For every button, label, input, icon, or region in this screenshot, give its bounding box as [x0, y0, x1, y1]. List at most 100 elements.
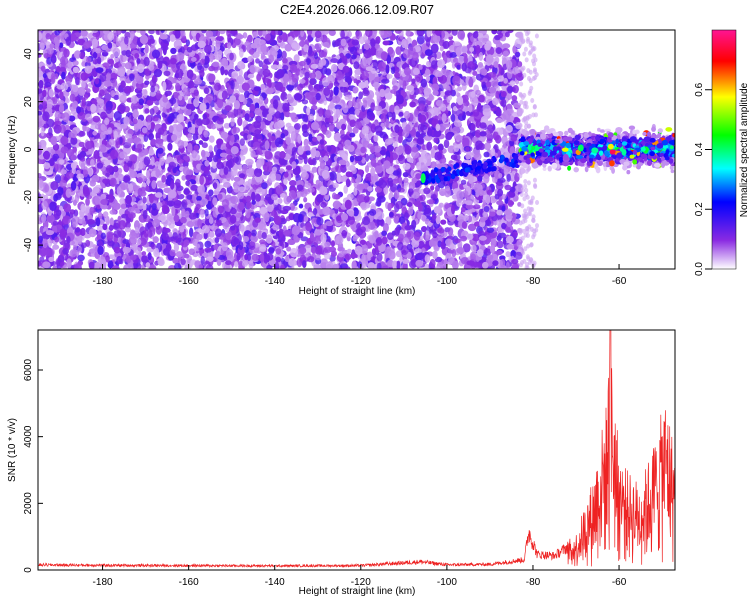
heatmap-cell	[477, 102, 482, 112]
heatmap-cell	[200, 30, 207, 34]
heatmap-cell	[168, 265, 176, 269]
heatmap-cell	[447, 227, 454, 236]
heatmap-cell	[77, 254, 85, 262]
heatmap-cell	[95, 142, 101, 148]
heatmap-cell	[57, 99, 65, 105]
heatmap-cell	[67, 61, 74, 69]
heatmap-cell	[280, 91, 288, 102]
heatmap-cell	[496, 235, 502, 242]
heatmap-cell	[396, 260, 401, 269]
heatmap-cell	[370, 203, 377, 211]
heatmap-cell	[212, 154, 219, 163]
heatmap-cell	[279, 41, 286, 49]
heatmap-cell	[430, 185, 435, 191]
heatmap-cell	[332, 200, 342, 210]
heatmap-cell	[373, 134, 379, 142]
heatmap-cell	[308, 133, 313, 142]
heatmap-cell	[192, 133, 199, 141]
heatmap-cell	[369, 145, 375, 154]
heatmap-cell	[189, 227, 194, 238]
heatmap-cell	[443, 139, 450, 149]
heatmap-cell	[409, 101, 416, 108]
heatmap-cell	[145, 262, 151, 268]
heatmap-cell	[491, 30, 498, 35]
heatmap-cell	[136, 173, 144, 179]
heatmap-cell	[471, 233, 480, 242]
heatmap-cell	[475, 44, 481, 55]
heatmap-cell	[73, 209, 79, 217]
heatmap-cell	[79, 52, 85, 60]
heatmap-cell	[318, 156, 324, 162]
heatmap-cell	[440, 219, 447, 225]
heatmap-cell	[423, 263, 431, 269]
figure-title: C2E4.2026.066.12.09.R07	[280, 2, 434, 17]
heatmap-cell	[119, 54, 124, 63]
heatmap-cell	[205, 30, 214, 38]
heatmap-cell	[251, 191, 256, 202]
heatmap-cell	[354, 109, 361, 116]
heatmap-cell	[145, 170, 150, 179]
heatmap-cell	[208, 231, 215, 238]
heatmap-cell	[96, 225, 104, 232]
heatmap-cell	[95, 105, 101, 114]
heatmap-cell	[38, 79, 44, 89]
heatmap-cell	[261, 30, 267, 37]
heatmap-cell	[388, 211, 394, 218]
heatmap-cell	[504, 31, 510, 38]
heatmap-cell	[311, 97, 318, 106]
heatmap-cell	[267, 205, 274, 213]
heatmap-cell	[190, 56, 197, 62]
heatmap-cell	[210, 36, 216, 42]
heatmap-cell	[150, 156, 155, 166]
heatmap-cell	[212, 94, 218, 103]
heatmap-cell	[74, 227, 81, 233]
heatmap-cell	[425, 38, 431, 48]
heatmap-cell	[426, 30, 432, 38]
heatmap-cell	[370, 123, 376, 134]
heatmap-cell	[88, 261, 95, 269]
heatmap-cell	[117, 173, 125, 182]
heatmap-cell	[39, 256, 45, 263]
heatmap-cell	[359, 201, 367, 209]
heatmap-cell	[216, 161, 224, 170]
heatmap-cell	[496, 240, 504, 249]
heatmap-cell	[457, 55, 466, 65]
heatmap-cell	[337, 246, 345, 252]
heatmap-cell	[361, 71, 370, 80]
heatmap-cell	[325, 264, 333, 269]
heatmap-cell	[85, 56, 92, 64]
heatmap-cell	[398, 111, 404, 117]
heatmap-cell	[473, 221, 481, 227]
heatmap-cell	[486, 189, 493, 196]
heatmap-cell	[275, 129, 282, 138]
heatmap-cell	[411, 78, 416, 84]
heatmap-cell	[132, 129, 141, 136]
heatmap-cell	[148, 264, 157, 269]
heatmap-cell	[307, 34, 312, 43]
heatmap-cell	[156, 201, 163, 209]
heatmap-cell	[168, 231, 173, 238]
heatmap-cell	[65, 75, 73, 84]
heatmap-cell	[145, 222, 150, 232]
heatmap-cell	[368, 71, 376, 81]
heatmap-cell	[208, 150, 214, 159]
heatmap-cell	[349, 155, 355, 163]
heatmap-cell	[136, 57, 141, 64]
heatmap-cell	[256, 73, 262, 82]
heatmap-cell	[247, 73, 255, 79]
heatmap-cell	[238, 144, 247, 150]
heatmap-cell	[495, 90, 500, 100]
heatmap-cell	[139, 34, 149, 45]
heatmap-cell	[293, 54, 300, 63]
heatmap-cell	[463, 101, 470, 107]
heatmap-cell	[306, 30, 313, 36]
heatmap-cell	[432, 250, 438, 260]
heatmap-cell	[382, 40, 390, 46]
heatmap-cell	[302, 260, 307, 269]
heatmap-cell	[183, 107, 192, 116]
heatmap-cell	[366, 111, 375, 120]
heatmap-cell	[152, 236, 159, 244]
heatmap-cell	[210, 123, 217, 130]
heatmap-cell	[123, 116, 130, 126]
